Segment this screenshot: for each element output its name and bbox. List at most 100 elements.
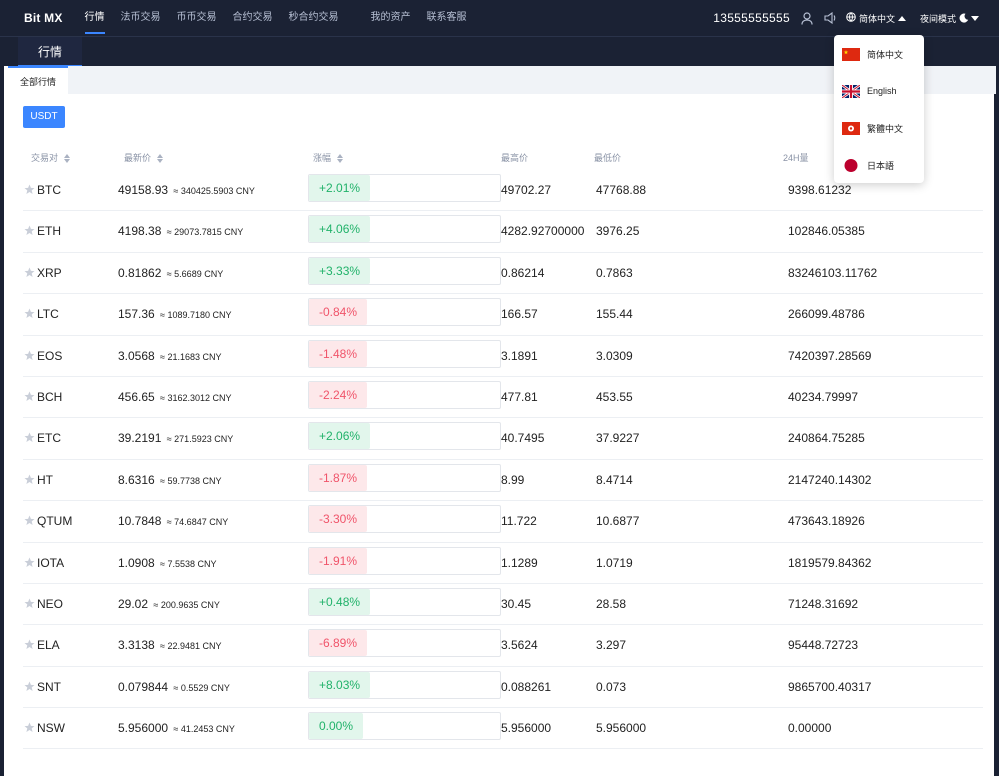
star-icon[interactable]	[24, 639, 35, 650]
volume-24h: 0.00000	[788, 721, 832, 736]
cny-price: ≈ 340425.5903 CNY	[173, 186, 255, 196]
user-icon[interactable]	[798, 9, 816, 27]
high-price: 166.57	[501, 307, 538, 322]
nav-item-spot-trade[interactable]: 币币交易	[176, 12, 217, 23]
nav-item-second-contract[interactable]: 秒合约交易	[288, 12, 339, 23]
high-price: 3.1891	[501, 348, 538, 363]
last-price: 157.36	[118, 307, 155, 322]
language-option-zh-tw[interactable]: 繁體中文	[842, 118, 903, 138]
star-icon[interactable]	[24, 225, 35, 236]
nav-item-fiat-trade[interactable]: 法币交易	[120, 12, 161, 23]
last-price-cell: 49158.93 ≈ 340425.5903 CNY	[118, 170, 255, 210]
pair-name: QTUM	[37, 514, 73, 529]
volume-24h: 473643.18926	[788, 514, 865, 529]
page-title: 行情	[18, 37, 83, 67]
star-icon[interactable]	[24, 184, 35, 195]
language-option-zh-cn[interactable]: 简体中文	[842, 44, 903, 64]
last-price-cell: 39.2191 ≈ 271.5923 CNY	[118, 418, 233, 458]
volume-24h: 2147240.14302	[788, 472, 872, 487]
last-price-cell: 1.0908 ≈ 7.5538 CNY	[118, 543, 217, 583]
table-row[interactable]: XRP 0.81862 ≈ 5.6689 CNY +3.33% 0.86214 0.78…	[23, 253, 983, 295]
star-icon[interactable]	[24, 267, 35, 278]
low-price: 37.9227	[596, 431, 640, 446]
star-icon[interactable]	[24, 515, 35, 526]
table-row[interactable]: ELA 3.3138 ≈ 22.9481 CNY -6.89% 3.5624 3.297…	[23, 625, 983, 667]
language-dropdown: 简体中文 English 繁體中文 日本語	[834, 35, 924, 183]
last-price-cell: 29.02 ≈ 200.9635 CNY	[118, 584, 220, 624]
language-selector[interactable]: 简体中文	[846, 12, 906, 25]
column-pair[interactable]: 交易对	[31, 148, 71, 168]
language-option-en[interactable]: English	[841, 81, 897, 101]
nav-item-my-assets[interactable]: 我的资产	[370, 12, 411, 23]
last-price: 3.3138	[118, 638, 155, 653]
pair-name: ETH	[37, 224, 61, 239]
brand-logo[interactable]: Bit MX	[24, 11, 63, 25]
high-price: 477.81	[501, 389, 538, 404]
language-option-ja[interactable]: 日本語	[842, 155, 894, 175]
high-price: 8.99	[501, 472, 525, 487]
change-badge: +3.33%	[309, 257, 371, 284]
volume-24h: 9398.61232	[788, 183, 852, 197]
cny-price: ≈ 74.6847 CNY	[166, 517, 229, 528]
change-box: -1.48%	[308, 339, 501, 368]
nav-item-contact-support[interactable]: 联系客服	[426, 12, 467, 23]
last-price: 3.0568	[118, 348, 155, 363]
tab-all-markets[interactable]: 全部行情	[8, 66, 69, 94]
star-icon[interactable]	[24, 598, 35, 609]
change-badge: -1.48%	[309, 340, 368, 367]
table-row[interactable]: ETH 4198.38 ≈ 29073.7815 CNY +4.06% 4282.92…	[23, 211, 983, 253]
table-row[interactable]: QTUM 10.7848 ≈ 74.6847 CNY -3.30% 11.722 10.…	[23, 501, 983, 543]
last-price-cell: 10.7848 ≈ 74.6847 CNY	[118, 501, 228, 541]
star-icon[interactable]	[24, 681, 35, 692]
table-row[interactable]: EOS 3.0568 ≈ 21.1683 CNY -1.48% 3.1891 3.030…	[23, 336, 983, 377]
star-icon[interactable]	[24, 557, 35, 568]
cny-price: ≈ 59.7738 CNY	[160, 475, 222, 486]
cny-price: ≈ 21.1683 CNY	[160, 351, 222, 362]
usdt-filter-button[interactable]: USDT	[23, 106, 65, 128]
change-box: -2.24%	[308, 380, 501, 409]
high-price: 30.45	[501, 596, 532, 611]
low-price: 5.956000	[596, 721, 647, 736]
change-badge: -1.87%	[309, 464, 368, 491]
table-row[interactable]: IOTA 1.0908 ≈ 7.5538 CNY -1.91% 1.1289 1.071…	[23, 543, 983, 584]
language-label: 简体中文	[858, 13, 895, 24]
star-icon[interactable]	[24, 350, 35, 361]
cny-price: ≈ 5.6689 CNY	[166, 268, 224, 279]
table-row[interactable]: LTC 157.36 ≈ 1089.7180 CNY -0.84% 166.57 155…	[23, 294, 983, 336]
sort-icon	[157, 153, 164, 163]
star-icon[interactable]	[24, 308, 35, 319]
cny-price: ≈ 3162.3012 CNY	[160, 392, 232, 403]
change-badge: -1.91%	[309, 547, 368, 574]
language-option-label: English	[867, 86, 897, 96]
last-price: 5.956000	[118, 721, 169, 736]
change-box: -3.30%	[308, 505, 501, 534]
star-icon[interactable]	[24, 474, 35, 485]
nav-item-market[interactable]: 行情	[84, 0, 105, 36]
star-icon[interactable]	[24, 722, 35, 733]
low-price: 10.6877	[596, 514, 640, 529]
table-row[interactable]: HT 8.6316 ≈ 59.7738 CNY -1.87% 8.99 8.4714 21…	[23, 460, 983, 502]
cny-price: ≈ 22.9481 CNY	[160, 641, 222, 652]
table-row[interactable]: SNT 0.079844 ≈ 0.5529 CNY +8.03% 0.088261 0.…	[23, 667, 983, 709]
last-price: 4198.38	[118, 224, 162, 239]
pair-name: ELA	[37, 638, 60, 653]
high-price: 0.86214	[501, 265, 545, 280]
column-last-price[interactable]: 最新价	[124, 148, 164, 168]
nav-item-contract-trade[interactable]: 合约交易	[232, 12, 273, 23]
table-row[interactable]: BCH 456.65 ≈ 3162.3012 CNY -2.24% 477.81 453…	[23, 377, 983, 419]
uk-flag-icon	[841, 83, 861, 99]
language-option-label: 简体中文	[867, 49, 904, 60]
night-mode-toggle[interactable]: 夜间模式	[920, 12, 979, 25]
table-row[interactable]: BTC 49158.93 ≈ 340425.5903 CNY +2.01% 49702…	[23, 170, 983, 212]
table-row[interactable]: NSW 5.956000 ≈ 41.2453 CNY 0.00% 5.956000 5.…	[23, 708, 983, 750]
table-row[interactable]: NEO 29.02 ≈ 200.9635 CNY +0.48% 30.45 28.58 7…	[23, 584, 983, 626]
column-change[interactable]: 涨幅	[313, 148, 344, 168]
pair-name: BTC	[37, 183, 61, 197]
table-row[interactable]: ETC 39.2191 ≈ 271.5923 CNY +2.06% 40.7495 37…	[23, 418, 983, 460]
user-phone[interactable]: 13555555555	[713, 11, 790, 25]
star-icon[interactable]	[24, 432, 35, 443]
star-icon[interactable]	[24, 391, 35, 402]
column-last-price-label: 最新价	[124, 153, 152, 163]
speaker-icon[interactable]	[822, 9, 840, 27]
pair-name: IOTA	[37, 555, 65, 570]
